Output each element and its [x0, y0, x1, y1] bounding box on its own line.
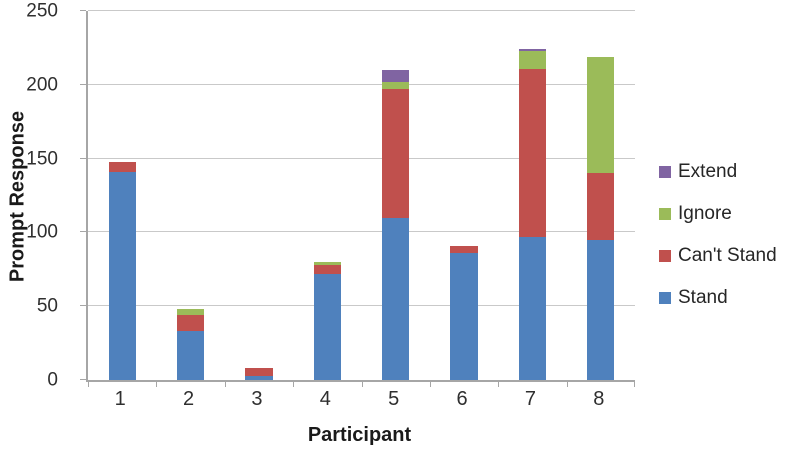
legend-swatch-icon: [659, 250, 671, 262]
bar: [313, 261, 341, 380]
x-axis-labels: 1 2 3 4 5 6 7 8: [86, 388, 633, 411]
x-tick-label: 3: [251, 388, 263, 410]
y-tick-label: 250: [26, 0, 58, 22]
bar-slot: [156, 11, 224, 387]
y-axis-tick: [80, 305, 86, 307]
x-tick-label: 1: [114, 388, 126, 410]
bar-segment: [518, 50, 547, 69]
y-tick-label: 50: [36, 295, 58, 317]
y-axis-tick: [80, 157, 86, 159]
plot-area: [80, 10, 635, 387]
bar: [108, 161, 136, 380]
y-axis-tick: [80, 379, 86, 380]
bar: [450, 245, 478, 380]
legend-item: Extend: [659, 158, 777, 186]
bar-segment: [382, 217, 410, 380]
bar-slot: [293, 11, 361, 387]
bar: [382, 70, 410, 380]
bar-segment: [450, 245, 478, 254]
bar-segment: [587, 239, 615, 380]
bar-segment: [108, 171, 136, 380]
x-axis-tick: [156, 382, 158, 387]
bar-segment: [245, 368, 273, 376]
x-axis-tick: [361, 382, 363, 387]
gridline: [88, 83, 635, 85]
y-tick-label: 150: [26, 148, 58, 170]
bar-segment: [518, 236, 547, 380]
gridline: [88, 10, 635, 11]
bar-segment: [108, 161, 136, 172]
y-tick-label: 100: [26, 221, 58, 243]
bar-slot: [224, 11, 293, 387]
x-tick-label: 6: [456, 388, 468, 410]
x-tick-label: 2: [183, 388, 195, 410]
bar-slot: [566, 11, 635, 387]
x-axis-tick: [566, 382, 568, 387]
legend-item: Ignore: [659, 200, 777, 228]
bar: [245, 368, 273, 380]
x-tick-label: 5: [388, 388, 400, 410]
bar-segment: [382, 70, 410, 82]
bar-segment: [518, 68, 547, 237]
gridline: [88, 157, 635, 159]
x-axis-tick: [224, 382, 226, 387]
x-axis-tick: [498, 382, 500, 387]
bar-segment: [176, 331, 205, 380]
gridline: [88, 305, 635, 307]
y-axis-labels: 0 50 100 150 200 250: [0, 2, 72, 390]
bar-segment: [587, 173, 615, 240]
bar-slot: [429, 11, 498, 387]
bar-segment: [382, 81, 410, 90]
x-tick-label: 7: [524, 388, 536, 410]
y-axis-tick: [80, 83, 86, 85]
bar-segment: [313, 261, 341, 265]
legend-label: Ignore: [678, 203, 732, 224]
legend: Extend Ignore Can't Stand Stand: [659, 158, 777, 326]
bar-segment: [176, 309, 205, 316]
y-tick-label: 0: [47, 369, 58, 391]
bar-segment: [587, 56, 615, 174]
bar-slot: [361, 11, 430, 387]
bar: [587, 56, 615, 380]
bar-segment: [450, 253, 478, 380]
legend-label: Extend: [678, 161, 738, 182]
x-tick-label: 4: [319, 388, 331, 410]
legend-label: Can't Stand: [678, 245, 777, 266]
bar-segment: [313, 273, 341, 380]
x-axis-tick: [634, 382, 635, 387]
bar: [176, 309, 205, 380]
bar: [518, 49, 547, 380]
x-tick-label: 8: [593, 388, 605, 410]
bar-segment: [176, 315, 205, 332]
x-axis-tick: [293, 382, 295, 387]
legend-item: Stand: [659, 284, 777, 312]
x-axis-tick: [88, 382, 89, 387]
legend-swatch-icon: [659, 208, 671, 220]
legend-item: Can't Stand: [659, 242, 777, 270]
bars-container: [88, 11, 635, 387]
bar-segment: [382, 89, 410, 218]
legend-swatch-icon: [659, 292, 671, 304]
bar-segment: [518, 49, 547, 51]
gridline: [88, 231, 635, 233]
legend-label: Stand: [678, 287, 728, 308]
y-axis-tick: [80, 10, 86, 11]
x-axis-tick: [429, 382, 431, 387]
bar-slot: [88, 11, 156, 387]
legend-swatch-icon: [659, 166, 671, 178]
y-tick-label: 200: [26, 74, 58, 96]
bar-slot: [498, 11, 566, 387]
bar-segment: [245, 375, 273, 380]
y-axis-tick: [80, 231, 86, 233]
bar-segment: [313, 264, 341, 274]
x-axis-title: Participant: [307, 424, 412, 446]
